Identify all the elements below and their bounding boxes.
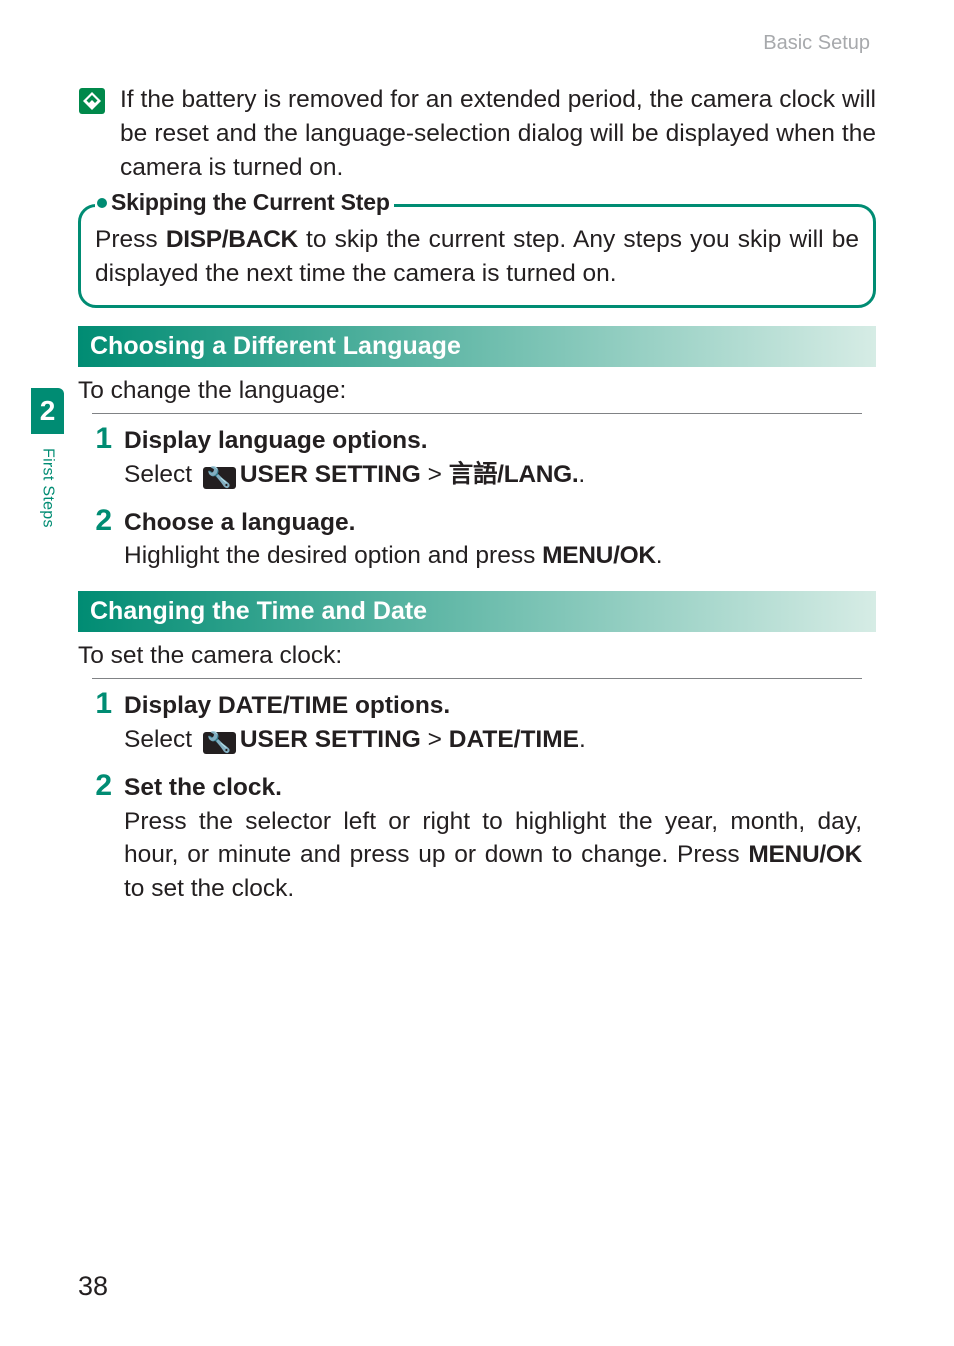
menu-path-lang: 言語/LANG. [449,461,579,488]
section-intro: To change the language: [78,377,876,405]
menu-path-sep: > [421,461,449,488]
step-text-post: . [656,542,663,569]
step-text-post: to set the clock. [124,875,294,902]
step-heading: Choose a language. [124,509,355,536]
note-text: If the battery is removed for an extende… [120,83,876,184]
callout-text-pre: Press [95,226,166,253]
step-heading: Display language options. [124,427,428,454]
callout-body: Press DISP/BACK to skip the current step… [95,223,859,291]
callout-box: Skipping the Current Step Press DISP/BAC… [78,204,876,308]
menu-ok-button-label: MENU/OK [748,841,862,868]
disp-back-button-label: DISP/BACK [166,226,298,253]
step-tail-plain: . [578,461,585,488]
step-item: 2 Set the clock. Press the selector left… [92,771,862,906]
step-item: 2 Choose a language. Highlight the desir… [92,506,862,574]
note-block: If the battery is removed for an extende… [78,83,876,184]
step-number: 1 [92,689,112,719]
note-icon [78,87,106,115]
step-body: Display DATE/TIME options. Select 🔧USER … [124,689,862,757]
step-text-pre: Select [124,726,199,753]
step-number: 2 [92,771,112,801]
step-body: Display language options. Select 🔧USER S… [124,424,862,492]
step-item: 1 Display DATE/TIME options. Select 🔧USE… [92,689,862,757]
step-number: 1 [92,424,112,454]
step-body: Choose a language. Highlight the desired… [124,506,862,574]
step-list: 1 Display language options. Select 🔧USER… [92,413,862,573]
wrench-icon: 🔧 [203,467,236,489]
step-heading: Set the clock. [124,774,282,801]
running-head: Basic Setup [78,32,876,55]
step-text-pre: Highlight the desired option and press [124,542,542,569]
step-body: Set the clock. Press the selector left o… [124,771,862,906]
step-number: 2 [92,506,112,536]
step-text-pre: Select [124,461,199,488]
callout-title: Skipping the Current Step [111,189,390,216]
step-heading: Display DATE/TIME options. [124,692,450,719]
section-heading: Choosing a Different Language [78,326,876,367]
callout-title-wrap: Skipping the Current Step [95,189,394,216]
section-intro: To set the camera clock: [78,642,876,670]
page-number: 38 [78,1271,108,1302]
menu-path-user-setting: USER SETTING [240,461,421,488]
step-list: 1 Display DATE/TIME options. Select 🔧USE… [92,678,862,906]
wrench-icon: 🔧 [203,732,236,754]
page-body: Basic Setup If the battery is removed fo… [0,0,954,906]
menu-ok-button-label: MENU/OK [542,542,656,569]
section-heading: Changing the Time and Date [78,591,876,632]
menu-path-sep: > [421,726,449,753]
step-tail-plain: . [579,726,586,753]
callout-dot-icon [97,198,107,208]
step-item: 1 Display language options. Select 🔧USER… [92,424,862,492]
menu-path-user-setting: USER SETTING [240,726,421,753]
menu-path-datetime: DATE/TIME [449,726,579,753]
